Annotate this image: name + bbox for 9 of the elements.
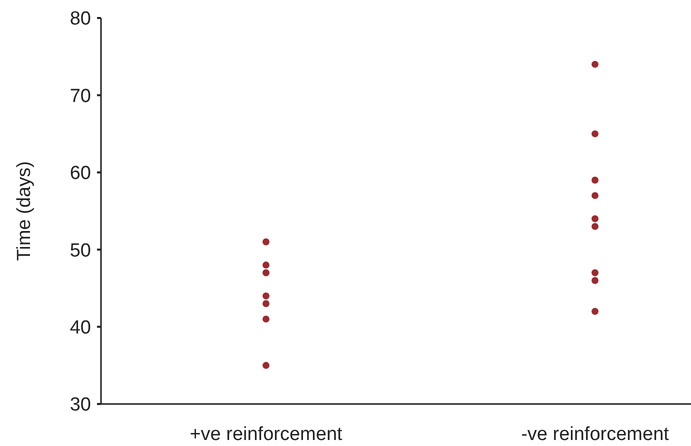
x-tick-label: -ve reinforcement — [521, 424, 670, 445]
y-tick-label: 40 — [70, 317, 91, 338]
y-axis-title: Time (days) — [14, 161, 35, 261]
y-tick-label: 30 — [70, 394, 91, 416]
x-tick-label: +ve reinforcement — [190, 424, 344, 445]
y-tick-label: 80 — [70, 8, 91, 30]
y-tick-label: 50 — [70, 240, 91, 262]
y-tick-label: 70 — [70, 86, 91, 107]
y-tick-label: 60 — [70, 163, 91, 184]
